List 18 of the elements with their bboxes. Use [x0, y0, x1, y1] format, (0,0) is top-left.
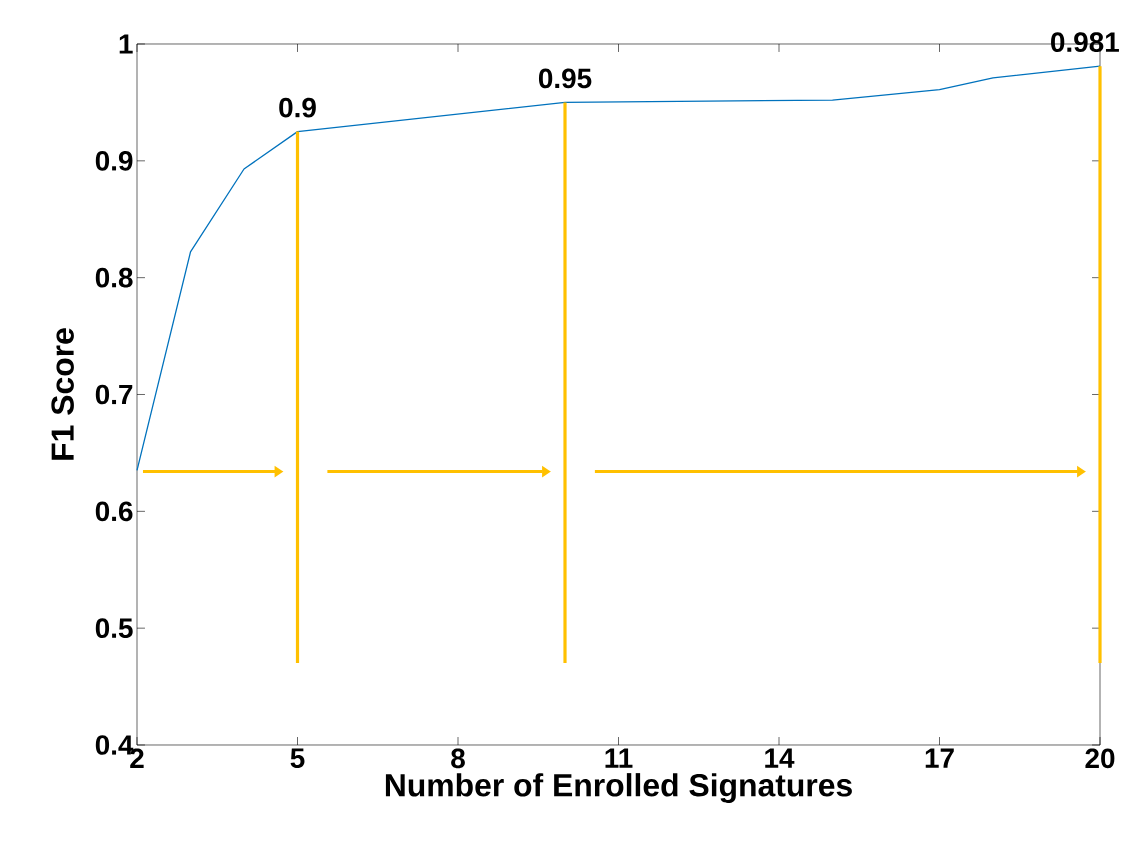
- x-tick-label: 17: [925, 748, 954, 768]
- annotation: 0.981: [1051, 32, 1119, 53]
- x-tick-label: 8: [451, 748, 465, 769]
- annotation: 0.95: [538, 68, 592, 89]
- x-tick-label: 14: [765, 748, 795, 768]
- line-series: [136, 65, 1101, 472]
- y-tick-label: 0.8: [95, 267, 133, 288]
- y-tick-label: 0.6: [95, 501, 133, 522]
- x-axis-title: Number of Enrolled Signatures: [385, 773, 852, 803]
- y-axis-title: F1 Score: [51, 328, 74, 460]
- y-tick-label: 0.9: [95, 150, 133, 171]
- y-tick-label: 0.7: [95, 384, 133, 405]
- x-tick-label: 5: [290, 748, 305, 768]
- x-tick-label: 20: [1085, 748, 1115, 769]
- y-tick-label: 0.5: [95, 618, 133, 639]
- y-tick-label: 1: [119, 34, 133, 54]
- annotation: 0.9: [279, 97, 316, 118]
- x-tick-label: 11: [605, 748, 633, 768]
